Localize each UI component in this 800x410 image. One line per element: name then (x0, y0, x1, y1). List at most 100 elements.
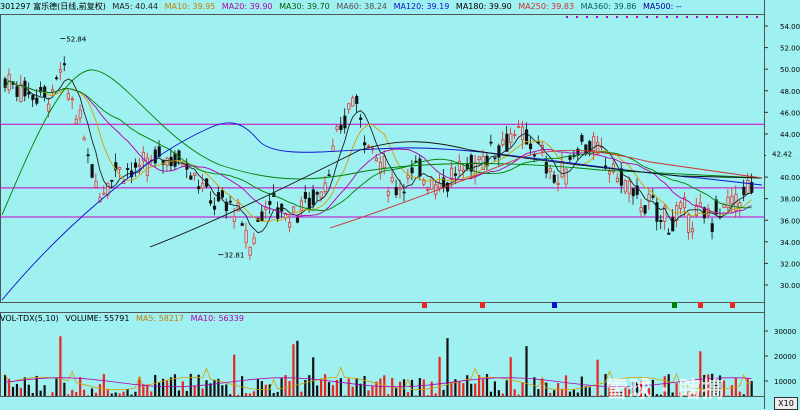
candle-body (747, 180, 749, 193)
candle-body (533, 155, 535, 156)
trade-marker (480, 302, 485, 308)
volume-bar (119, 393, 121, 396)
candle-body (261, 212, 263, 221)
event-marker-dot (636, 16, 638, 18)
volume-bar (265, 385, 267, 396)
candle-body (198, 187, 200, 189)
candle-body (743, 187, 745, 195)
price-axis-label: 38.00 (780, 196, 800, 204)
candle-body (95, 182, 97, 188)
volume-bar (597, 360, 599, 396)
candle-body (648, 194, 650, 201)
volume-bar (12, 387, 14, 396)
volume-bar (525, 346, 527, 396)
candle-body (202, 183, 204, 188)
candle-body (36, 98, 38, 103)
volume-bar (79, 377, 81, 396)
candle-body (352, 98, 354, 106)
volume-bar (130, 395, 132, 396)
candle-body (624, 181, 626, 192)
candle-body (91, 165, 93, 178)
candle-body (514, 135, 516, 136)
volume-bar (111, 394, 113, 396)
volume-bar (55, 377, 57, 396)
volume-bar (281, 378, 283, 396)
candle-body (221, 190, 223, 197)
volume-bar (229, 394, 231, 396)
candle-body (577, 149, 579, 154)
candle-body (336, 127, 338, 130)
candle-body (545, 162, 547, 173)
volume-bar (502, 394, 504, 396)
candle-body (174, 154, 176, 167)
vol-ma10: MA10: 56339 (191, 314, 244, 323)
volume-bar (16, 384, 18, 396)
candle-body (71, 99, 73, 100)
vol-ma5: MA5: 58217 (136, 314, 184, 323)
volume-bar (446, 338, 448, 396)
event-marker-dot (686, 16, 688, 18)
event-marker-dot (616, 16, 618, 18)
volume-bar (356, 378, 358, 396)
price-axis-label: 36.00 (780, 217, 800, 225)
volume-bar (154, 375, 156, 396)
volume-bar (237, 395, 239, 396)
volume-bar (600, 395, 602, 396)
candle-body (415, 161, 417, 162)
candle-body (553, 175, 555, 182)
vol-indicator-label: VOL-TDX(5,10) (0, 314, 59, 323)
candle-body (328, 175, 330, 176)
candle-body (632, 189, 634, 196)
candle-body (581, 135, 583, 141)
candle-body (249, 247, 251, 255)
candle-body (194, 173, 196, 175)
volume-bar (241, 376, 243, 396)
volume-bar (450, 382, 452, 396)
candle-body (490, 142, 492, 143)
volume-bar (541, 379, 543, 396)
candle-body (711, 224, 713, 232)
volume-bar (731, 385, 733, 396)
current-price-label: 42.42 (772, 150, 792, 158)
event-marker-dot (696, 16, 698, 18)
event-marker-dot (666, 16, 668, 18)
candle-body (565, 169, 567, 184)
volume-bar (490, 392, 492, 396)
event-marker-dot (706, 16, 708, 18)
candle-body (411, 168, 413, 173)
candle-body (63, 64, 65, 65)
volume-bar (549, 393, 551, 396)
zoom-x10-button[interactable]: X10 (774, 397, 798, 410)
candle-body (399, 188, 401, 189)
candle-body (616, 178, 618, 181)
candle-body (510, 134, 512, 143)
volume-bar (521, 382, 523, 396)
candle-body (213, 206, 215, 209)
candle-body (340, 125, 342, 129)
volume-bar (581, 377, 583, 396)
volume-bar (221, 385, 223, 396)
event-marker-dot (646, 16, 648, 18)
candle-body (324, 183, 326, 192)
volume-bar (166, 380, 168, 396)
volume-bar (395, 388, 397, 396)
price-axis-label: 44.00 (780, 131, 800, 139)
trade-marker (422, 302, 427, 308)
volume-bar (332, 385, 334, 396)
volume-bar (300, 392, 302, 396)
price-axis-label: 52.00 (780, 45, 800, 53)
candle-body (316, 192, 318, 194)
candle-body (55, 78, 57, 79)
volume-bar (134, 392, 136, 396)
candle-body (16, 87, 18, 97)
candle-body (300, 201, 302, 211)
watermark: 雪球 · 瞎搞 (606, 372, 725, 404)
volume-bar (320, 379, 322, 396)
volume-bar (427, 395, 429, 396)
volume-bar (209, 383, 211, 396)
candle-body (699, 203, 701, 207)
low-price-annotation: 32.81 (224, 252, 244, 260)
volume-axis-label: 20000 (774, 353, 796, 361)
candle-body (111, 180, 113, 181)
